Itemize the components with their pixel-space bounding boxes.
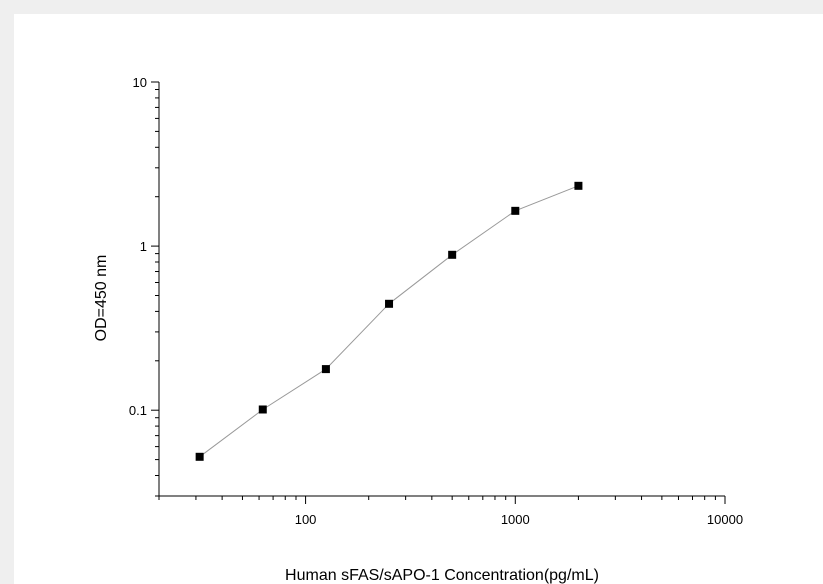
x-tick-label: 1000: [501, 512, 530, 527]
y-axis-title: OD=450 nm: [93, 255, 110, 342]
data-point: [195, 452, 204, 461]
data-point: [511, 206, 520, 215]
axes: [158, 82, 725, 497]
y-tick-label: 0.1: [129, 403, 147, 418]
data-point: [574, 181, 583, 190]
data-point: [258, 405, 267, 414]
series: [195, 181, 583, 461]
x-tick-label: 10000: [707, 512, 743, 527]
x-tick-label: 100: [295, 512, 317, 527]
x-axis-title: Human sFAS/sAPO-1 Concentration(pg/mL): [285, 567, 599, 584]
y-tick-label: 10: [133, 75, 147, 90]
chart-frame: [14, 14, 823, 584]
data-point: [321, 365, 330, 374]
ticks: 100 1000 10000 0.1 1 10: [129, 75, 743, 527]
series-line: [199, 185, 579, 458]
data-point: [448, 250, 457, 259]
y-tick-label: 1: [140, 239, 147, 254]
data-point: [385, 299, 394, 308]
